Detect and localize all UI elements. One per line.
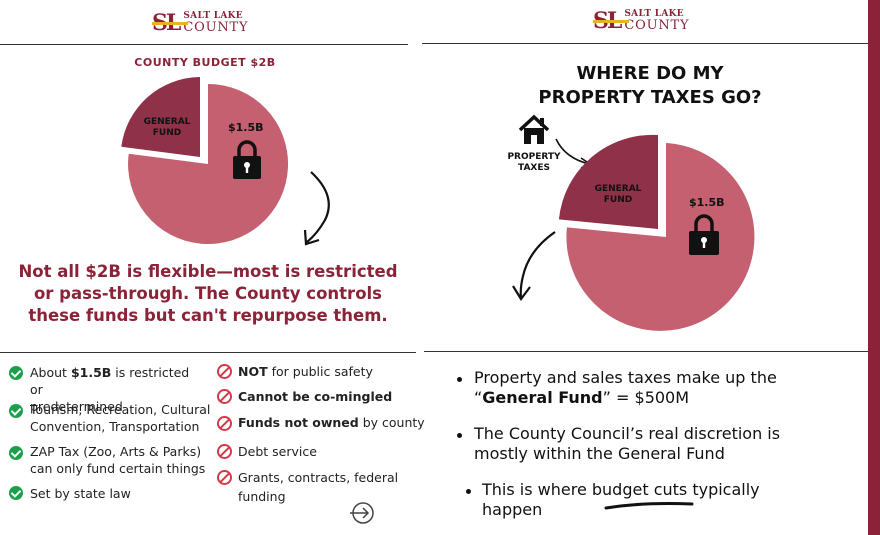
lock-icon (689, 214, 719, 255)
logo-mark: SL (593, 8, 630, 34)
salt-lake-county-logo: SL SALT LAKE COUNTY (152, 12, 248, 34)
salt-lake-county-logo-right: SL SALT LAKE COUNTY (593, 10, 689, 32)
header-divider-left (0, 44, 408, 45)
logo-mark: SL (152, 10, 189, 36)
property-taxes-title: WHERE DO MY PROPERTY TAXES GO? (538, 63, 762, 108)
restricted-item-2: Cannot be co-mingled (238, 389, 393, 404)
restricted-item-1: NOT for public safety (238, 364, 373, 379)
logo-line1: SALT LAKE (183, 11, 243, 21)
bullet-dot (457, 433, 462, 438)
allowed-item-1: About $1.5B is restricted or predetermine… (30, 365, 190, 414)
restricted-item-5: Grants, contracts, federal funding (238, 470, 399, 504)
logo-line2: COUNTY (183, 20, 249, 35)
restricted-item-3: Funds not owned by county (238, 415, 425, 430)
check-icon (9, 366, 23, 380)
accent-sidebar (868, 0, 880, 535)
section-divider-left (0, 352, 416, 353)
pie-general-fund-label: GENERAL FUND (594, 184, 642, 205)
property-taxes-label: PROPERTY TAXES (507, 152, 561, 173)
county-budget-pie (121, 77, 289, 244)
bullet-council-discretion: The County Council’s real discretion is m… (474, 424, 781, 463)
pie-general-fund-label: GENERAL FUND (143, 117, 191, 138)
bullet-dot (466, 489, 471, 494)
pie-restricted-slice (128, 83, 289, 244)
pie-general-fund-slice (121, 77, 200, 157)
logo-line2: COUNTY (624, 18, 690, 33)
pie-amount-label: $1.5B (228, 121, 264, 134)
lock-icon (233, 140, 261, 179)
prohibited-icon (217, 364, 232, 379)
prohibited-icon (217, 470, 232, 485)
check-icon (9, 404, 23, 418)
check-icon (9, 446, 23, 460)
bullet-budget-cuts: This is where budget cuts typically happe… (482, 480, 760, 519)
allowed-item-3: ZAP Tax (Zoo, Arts & Parks) can only fund… (30, 444, 206, 476)
logo-line1: SALT LAKE (624, 9, 684, 19)
pie-amount-label: $1.5B (689, 196, 725, 209)
check-icon (9, 486, 23, 500)
header-divider-right (422, 43, 868, 44)
pie-restricted-slice (566, 143, 755, 331)
property-tax-pie (558, 134, 755, 331)
flexibility-statement: Not all $2B is flexible—most is restrict… (18, 262, 398, 325)
curved-arrow-icon (512, 231, 556, 301)
curved-arrow-icon (303, 171, 330, 246)
next-arrow-icon[interactable] (348, 500, 376, 526)
section-divider-right (424, 351, 868, 352)
county-budget-title: COUNTY BUDGET $2B (134, 56, 276, 69)
allowed-item-2: Tourism, Recreation, Cultural Convention,… (30, 402, 211, 434)
allowed-item-4: Set by state law (30, 486, 131, 501)
bullet-dot (457, 377, 462, 382)
bullet-general-fund: Property and sales taxes make up the “Ge… (474, 368, 777, 407)
underline-stroke (604, 502, 694, 510)
prohibited-icon (217, 416, 232, 431)
house-icon (518, 114, 550, 144)
prohibited-icon (217, 389, 232, 404)
pie-general-fund-slice (558, 134, 658, 229)
prohibited-icon (217, 444, 232, 459)
restricted-item-4: Debt service (238, 444, 317, 459)
